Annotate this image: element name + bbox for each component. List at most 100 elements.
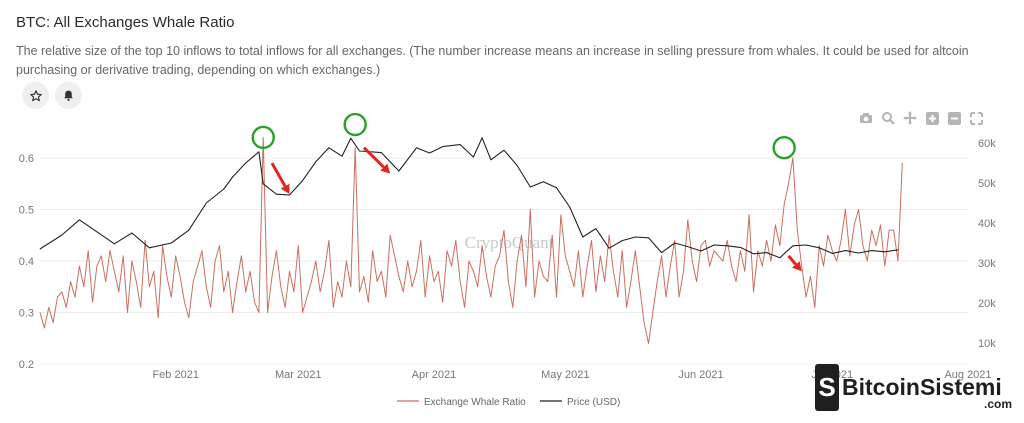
ratio-line-point [569,270,571,272]
autoscale-icon[interactable] [968,110,984,126]
ratio-line-point [818,245,820,247]
ratio-line-point [757,250,759,252]
favorite-button[interactable] [22,82,49,109]
x-tick-label: Mar 2021 [275,369,321,381]
price-line-point [205,202,207,204]
ratio-line-point [783,203,785,205]
legend: Exchange Whale Ratio Price (USD) [397,397,620,408]
ratio-line-point [709,265,711,267]
ratio-line-point [446,250,448,252]
price-line-point [674,242,676,244]
camera-icon[interactable] [858,110,874,126]
ratio-line-point [490,296,492,298]
ratio-line-point [39,312,41,313]
price-line-point [582,236,584,238]
x-tick-label: Aug 2021 [944,369,991,381]
ratio-line-point [284,307,286,308]
ratio-line-point [175,255,177,257]
ratio-line-point [385,296,387,298]
ratio-line-point [761,265,763,267]
red-arrow-shaft [787,254,797,266]
ratio-line-point [840,240,842,241]
ratio-line-point [57,296,58,298]
ratio-line-point [827,234,829,236]
ratio-line-point [639,286,641,288]
ratio-line-point [100,255,102,257]
ratio-line-point [236,281,238,282]
ratio-line-point [538,260,540,262]
alert-button[interactable] [55,82,82,109]
price-line-point [289,194,290,196]
price-line-point [398,170,400,172]
price-line-point [687,246,689,248]
x-tick-label: Feb 2021 [152,369,198,381]
price-line-point [429,152,430,154]
ratio-line-point [70,281,71,282]
ratio-line-point [149,286,150,288]
ratio-line-point [96,265,98,267]
price-line-point [516,165,518,166]
ratio-line-point [407,260,409,262]
zoom-icon[interactable] [880,110,896,126]
price-line-point [779,257,781,259]
ratio-line-point [437,270,439,272]
ratio-line-point [289,270,290,272]
price-line-point [700,250,702,252]
pan-icon[interactable] [902,110,918,126]
ratio-line-point [245,291,247,293]
price-line-point [188,229,190,231]
price-line-point [223,188,225,190]
ratio-line-point [871,229,873,231]
price-line-point [245,162,247,164]
ratio-line-point [823,265,824,267]
legend-ratio[interactable]: Exchange Whale Ratio [424,397,526,408]
ratio-line-point [442,301,444,303]
ratio-line-point [608,234,610,236]
price-line-point [766,252,767,254]
price-line-point [481,137,483,139]
price-line-point [416,147,417,149]
peak-circle-marker [251,125,275,150]
price-line-point [805,244,807,246]
price-line-point [302,180,303,182]
ratio-line-point [582,296,584,298]
ratio-line-point [74,296,76,298]
ratio-line-point [332,307,334,308]
y-left-tick-label: 0.4 [19,256,34,268]
price-line-point [845,250,846,252]
price-line-point [818,247,820,249]
ratio-line-point [210,307,212,308]
star-icon [29,89,42,101]
y-right-tick-label: 40k [978,218,996,230]
ratio-line-point [424,296,426,298]
ratio-line-point [595,291,597,293]
ratio-line-point [394,255,395,257]
ratio-line-point [893,229,894,231]
price-line-point [276,193,277,195]
ratio-line-point [718,255,719,257]
price-line-point [713,244,715,246]
ratio-line-point [267,312,268,313]
ratio-line-point [201,250,203,252]
ratio-line-point [740,250,741,252]
ratio-line-point [363,276,365,277]
chart-description: The relative size of the top 10 inflows … [16,44,969,77]
zoom-in-icon[interactable] [924,110,940,126]
ratio-line-point [696,281,697,282]
ratio-line-point [398,276,400,277]
ratio-line-point [775,224,776,226]
zoom-out-icon[interactable] [946,110,962,126]
legend-price[interactable]: Price (USD) [567,397,620,408]
price-line-point [232,176,234,178]
brand-logo: S BitcoinSistemi .com [815,364,1012,411]
price-line-point [897,249,899,251]
ratio-line-point [302,312,303,313]
peak-circle-marker [772,135,796,160]
ratio-line-point [346,260,347,262]
ratio-line-point [901,162,903,164]
ratio-line-point [411,286,413,288]
ratio-line-point [459,281,461,282]
red-arrow-head [792,261,802,272]
price-line-point [529,186,531,188]
ratio-line-point [311,281,312,282]
